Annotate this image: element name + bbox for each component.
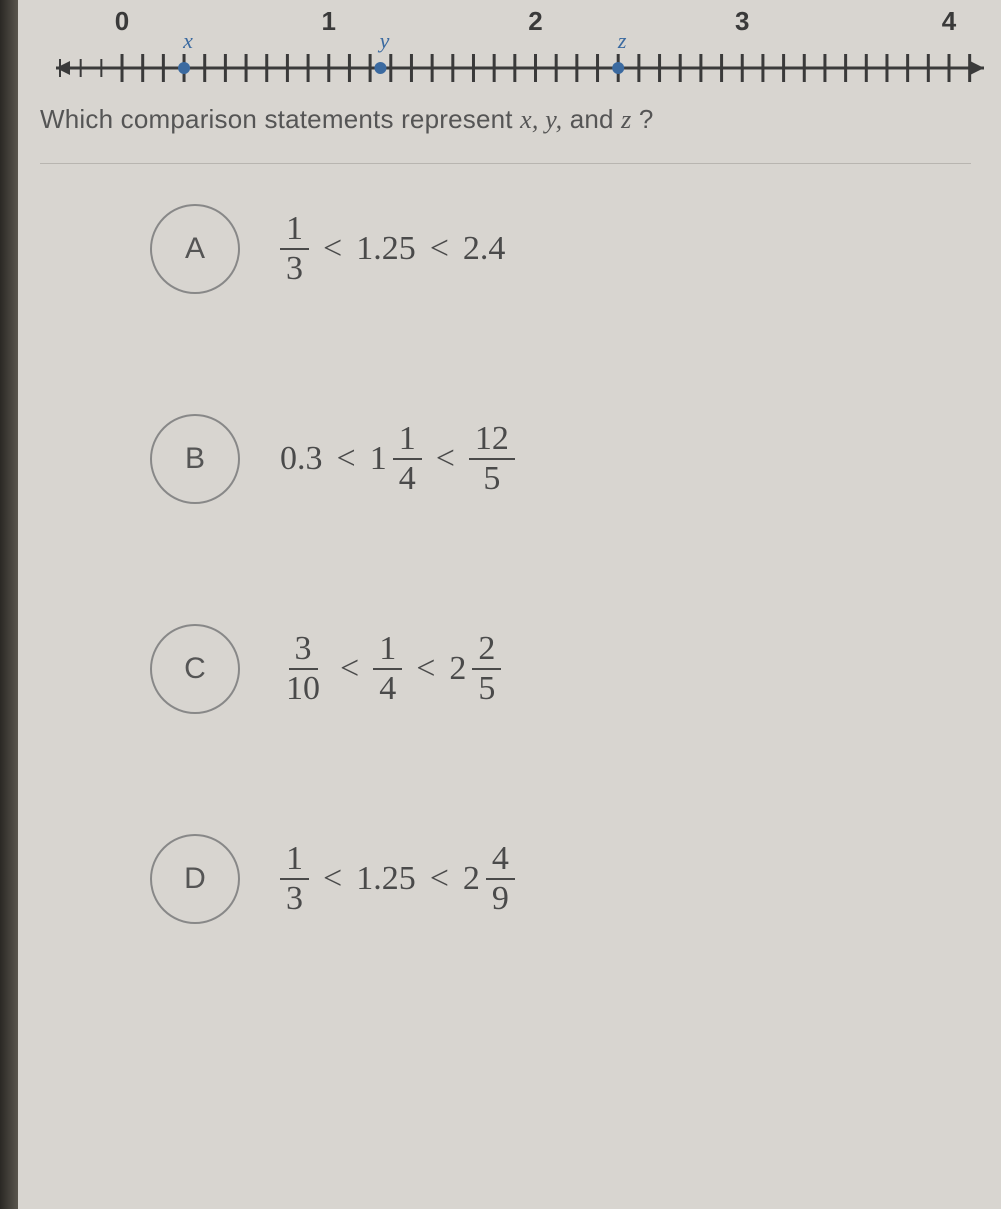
option-letter-d[interactable]: D [150,834,240,924]
less-than-icon: < [337,440,356,478]
fraction: 125 [469,422,515,496]
fraction-denominator: 9 [486,880,515,916]
question-text: Which comparison statements represent x,… [30,104,981,135]
fraction-numerator: 1 [393,422,422,460]
question-vars: x, y, [520,105,562,134]
fraction-denominator: 5 [472,670,501,706]
mixed-whole: 2 [449,650,466,688]
svg-text:z: z [617,28,627,53]
fraction-numerator: 2 [472,632,501,670]
fraction-numerator: 12 [469,422,515,460]
fraction-denominator: 4 [373,670,402,706]
fraction: 13 [280,842,309,916]
mixed-whole: 2 [463,860,480,898]
number-value: 0.3 [280,440,323,478]
mixed-number: 114 [370,422,422,496]
number-value: 2.4 [463,230,506,268]
fraction: 13 [280,212,309,286]
fraction-denominator: 10 [280,670,326,706]
svg-text:1: 1 [322,10,336,36]
svg-text:0: 0 [115,10,129,36]
less-than-icon: < [416,650,435,688]
less-than-icon: < [436,440,455,478]
svg-text:2: 2 [528,10,542,36]
number-value: 1.25 [356,860,416,898]
question-suffix: ? [639,104,654,134]
fraction-numerator: 1 [280,842,309,880]
fraction-denominator: 3 [280,880,309,916]
less-than-icon: < [323,230,342,268]
option-expression-c: 310 <14 <225 [280,632,501,706]
fraction: 14 [393,422,422,496]
mixed-whole: 1 [370,440,387,478]
option-c[interactable]: C 310 <14 <225 [150,624,981,714]
question-lastvar: z [621,105,631,134]
divider [40,163,971,164]
fraction: 49 [486,842,515,916]
option-letter-c[interactable]: C [150,624,240,714]
fraction-numerator: 4 [486,842,515,880]
number-value: 1.25 [356,230,416,268]
fraction-denominator: 3 [280,250,309,286]
option-letter-b[interactable]: B [150,414,240,504]
fraction-denominator: 5 [477,460,506,496]
option-b[interactable]: B 0.3 <114 <125 [150,414,981,504]
less-than-icon: < [323,860,342,898]
svg-text:y: y [378,28,390,53]
mixed-number: 249 [463,842,515,916]
question-prefix: Which comparison statements represent [40,104,520,134]
option-expression-b: 0.3 <114 <125 [280,422,515,496]
option-expression-a: 13 <1.25 <2.4 [280,212,505,286]
option-d[interactable]: D 13 <1.25 <249 [150,834,981,924]
option-expression-d: 13 <1.25 <249 [280,842,515,916]
option-letter-a[interactable]: A [150,204,240,294]
fraction: 14 [373,632,402,706]
fraction: 310 [280,632,326,706]
svg-text:4: 4 [942,10,957,36]
less-than-icon: < [430,230,449,268]
question-mid: and [570,104,621,134]
svg-text:x: x [182,28,193,53]
less-than-icon: < [340,650,359,688]
fraction-denominator: 4 [393,460,422,496]
number-line: 0 1 2 3 4 x y z [40,10,1000,100]
less-than-icon: < [430,860,449,898]
options-list: A13<1.25<2.4B0.3<114<125C310<14<225D13<1… [30,204,981,924]
fraction-numerator: 1 [373,632,402,670]
fraction-numerator: 3 [289,632,318,670]
mixed-number: 225 [449,632,501,706]
svg-text:3: 3 [735,10,749,36]
fraction-numerator: 1 [280,212,309,250]
option-a[interactable]: A 13 <1.25 <2.4 [150,204,981,294]
fraction: 25 [472,632,501,706]
